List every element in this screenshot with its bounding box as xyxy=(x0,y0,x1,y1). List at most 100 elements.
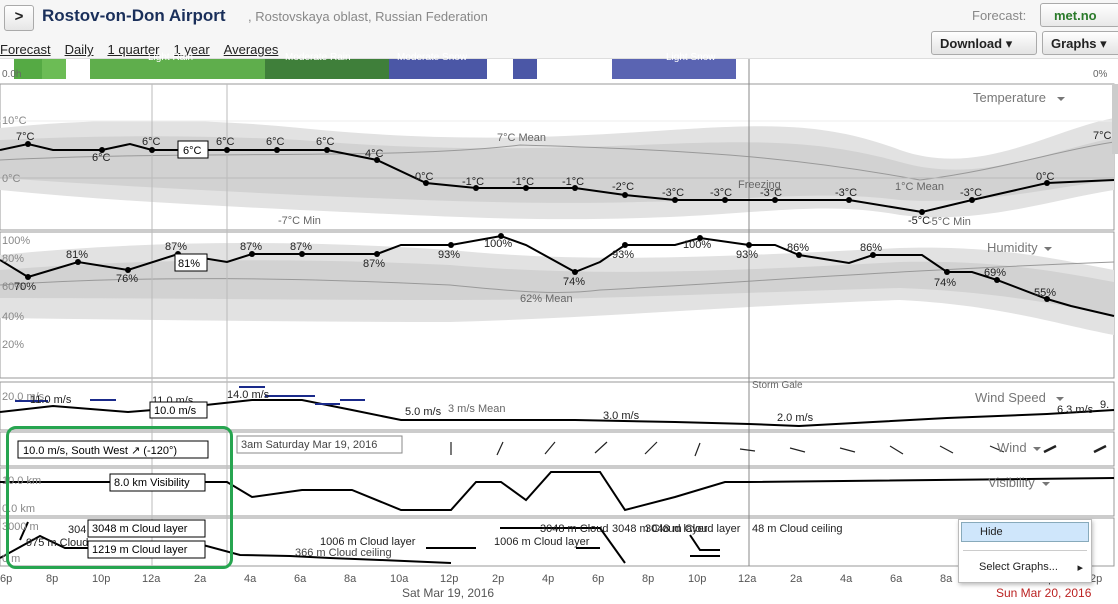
visibility-tooltip-text: 8.0 km Visibility xyxy=(114,477,190,489)
cloud-label: 3048 m Cloud layer xyxy=(612,523,708,535)
temp-label: -5°C xyxy=(908,215,930,227)
time-tick: 8p xyxy=(642,573,654,585)
humidity-tooltip-text: 81% xyxy=(178,258,200,270)
wind-speed-graph-title[interactable]: Wind Speed xyxy=(975,390,1046,405)
temp-label: 0°C xyxy=(1036,171,1055,183)
cloud-label: 1006 m Cloud layer xyxy=(320,536,416,548)
menu-item-select-graphs[interactable]: Select Graphs... ▸ xyxy=(959,559,1091,575)
nav-daily-link[interactable]: Daily xyxy=(64,42,94,57)
time-tick: 8a xyxy=(344,573,357,585)
time-tick: 6a xyxy=(294,573,307,585)
forecast-label: Forecast: xyxy=(972,8,1027,23)
time-tick: 10p xyxy=(688,573,706,585)
temp-label: -3°C xyxy=(662,187,684,199)
temp-label: -3°C xyxy=(710,187,732,199)
humidity-label: 86% xyxy=(860,242,882,254)
cloud-label: 975 m Cloud xyxy=(26,537,88,549)
temp-axis-label: 0°C xyxy=(2,173,21,185)
cloud-label: 48 m Cloud ceiling xyxy=(752,523,843,535)
sidebar-toggle-button[interactable]: > xyxy=(4,5,34,31)
temp-label: -1°C xyxy=(562,176,584,188)
humidity-label: 93% xyxy=(736,249,758,261)
nav-averages-link[interactable]: Averages xyxy=(223,42,279,57)
cloud-label: 304 xyxy=(68,524,86,536)
time-tick: 6a xyxy=(890,573,903,585)
temp-label: 6°C xyxy=(316,136,335,148)
temperature-graph-title[interactable]: Temperature xyxy=(973,90,1046,105)
time-tick: 6p xyxy=(592,573,604,585)
menu-separator xyxy=(963,550,1087,551)
temp-label: -1°C xyxy=(462,176,484,188)
temp-label: 6°C xyxy=(266,136,285,148)
time-tooltip xyxy=(236,435,403,454)
chevron-down-icon[interactable] xyxy=(1044,247,1052,251)
humidity-label: 100% xyxy=(484,238,512,250)
wind-tooltip xyxy=(17,440,209,459)
temperature-tooltip xyxy=(177,140,209,159)
wind-speed-tooltip-text: 10.0 m/s xyxy=(154,405,197,417)
chevron-down-icon[interactable] xyxy=(1056,397,1064,401)
temp-min-label: -7°C Min xyxy=(278,215,321,227)
snow-block xyxy=(513,59,537,79)
time-tick: 12a xyxy=(738,573,757,585)
humidity-label: 81% xyxy=(66,249,88,261)
temp-axis-label: 7°C xyxy=(1093,130,1112,142)
scrollbar-thumb[interactable] xyxy=(1112,84,1118,154)
download-button[interactable]: Download ▾ xyxy=(931,31,1037,55)
time-tick: 12a xyxy=(142,573,161,585)
gale-label: Storm Gale xyxy=(752,380,803,391)
temp-label: -3°C xyxy=(960,187,982,199)
temp-label: -1°C xyxy=(512,176,534,188)
wind-direction-arrows xyxy=(450,441,1107,457)
precip-axis-label: 0.0h xyxy=(2,69,21,80)
temperature-line xyxy=(0,142,1115,214)
humidity-label: 69% xyxy=(984,267,1006,279)
wind-speed-label: 14.0 m/s xyxy=(227,389,270,401)
time-tick: 12p xyxy=(440,573,458,585)
temp-label: 6°C xyxy=(92,152,111,164)
chevron-down-icon[interactable] xyxy=(1033,447,1041,451)
nav-quarter-link[interactable]: 1 quarter xyxy=(107,42,160,57)
humidity-label: 86% xyxy=(787,242,809,254)
cloud-label: 1006 m Cloud layer xyxy=(494,536,590,548)
cloud-tooltip xyxy=(87,519,206,538)
header-bar: > Rostov-on-Don Airport , Rostovskaya ob… xyxy=(0,0,1118,59)
nav-forecast-link[interactable]: Forecast xyxy=(0,42,51,57)
cloud-label: 3048 m Cloud xyxy=(540,523,609,535)
humidity-label: 100% xyxy=(683,239,711,251)
precip-label: Moderate Rain xyxy=(285,52,351,63)
cloud-tooltip xyxy=(87,540,206,559)
humidity-graph-title[interactable]: Humidity xyxy=(987,240,1038,255)
visibility-graph-title[interactable]: Visibility xyxy=(988,475,1035,490)
page-subtitle: , Rostovskaya oblast, Russian Federation xyxy=(248,9,488,24)
snow-block xyxy=(389,59,487,79)
temp-label: -3°C xyxy=(760,187,782,199)
humidity-label: 87% xyxy=(240,241,262,253)
forecast-provider-select[interactable]: met.no xyxy=(1040,3,1118,27)
nav-year-link[interactable]: 1 year xyxy=(173,42,210,57)
temp-label: -2°C xyxy=(612,181,634,193)
time-tick: 2p xyxy=(1090,573,1102,585)
chevron-down-icon[interactable] xyxy=(1057,97,1065,101)
visibility-tooltip xyxy=(109,473,206,492)
humidity-label: 55% xyxy=(1034,287,1056,299)
time-tick: 4a xyxy=(244,573,257,585)
chevron-down-icon[interactable] xyxy=(1042,482,1050,486)
wind-speed-label: 11.0 m/s xyxy=(30,394,72,406)
chevron-right-icon: ▸ xyxy=(1077,562,1083,574)
precipitation-strip: 0.0h 0% Light Rain Moderate Rain Moderat… xyxy=(0,52,1118,81)
cloud-label: 366 m Cloud ceiling xyxy=(295,547,392,559)
temp-axis-label: 10°C xyxy=(2,115,27,127)
precip-label: Moderate Snow xyxy=(397,52,468,63)
time-tick: 2p xyxy=(492,573,504,585)
humidity-label: 74% xyxy=(563,276,585,288)
graphs-button[interactable]: Graphs ▾ xyxy=(1042,31,1118,55)
wind-graph-title[interactable]: Wind xyxy=(997,440,1027,455)
humidity-label: 74% xyxy=(934,277,956,289)
date-label: Sat Mar 19, 2016 xyxy=(402,586,495,600)
time-tick: 8a xyxy=(940,573,953,585)
visibility-axis-label: 0.0 km xyxy=(2,503,35,515)
highlight-box xyxy=(6,426,233,569)
menu-item-hide[interactable]: Hide xyxy=(961,522,1089,542)
cloud-axis-label: 3000 m xyxy=(2,521,39,533)
